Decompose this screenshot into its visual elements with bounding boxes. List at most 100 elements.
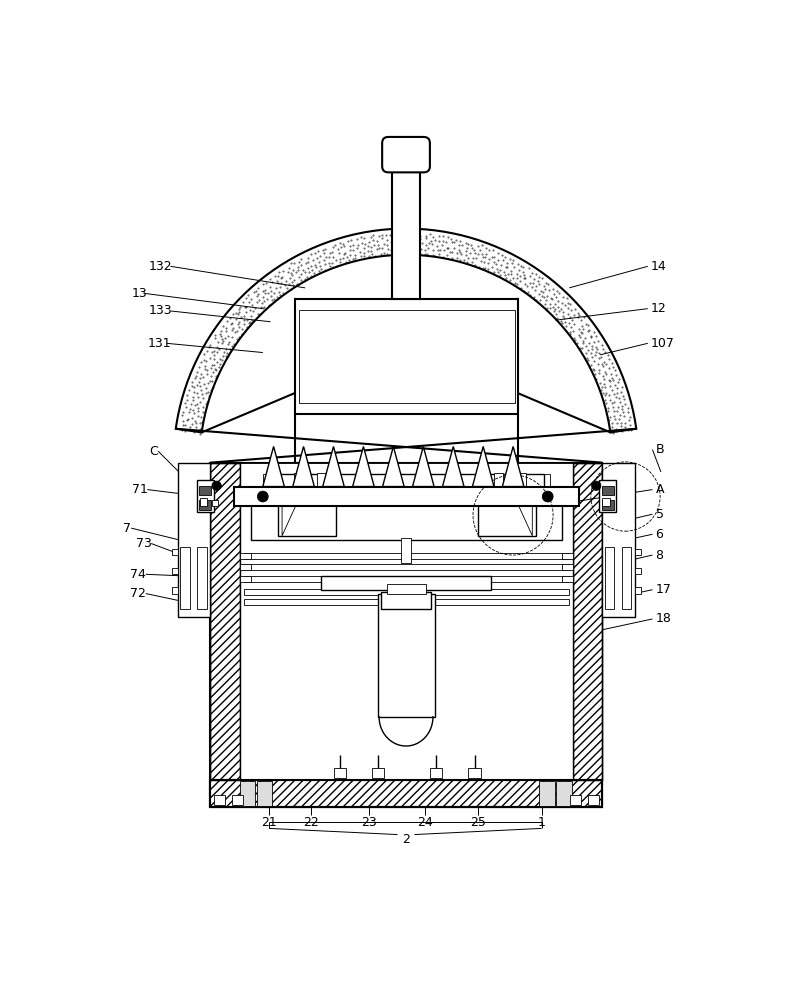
Bar xyxy=(243,589,569,595)
Bar xyxy=(478,490,536,536)
Bar xyxy=(243,576,569,582)
Text: 18: 18 xyxy=(656,612,672,625)
Text: 8: 8 xyxy=(656,549,664,562)
Bar xyxy=(212,500,218,506)
Circle shape xyxy=(592,481,601,490)
Bar xyxy=(570,795,580,805)
Text: C: C xyxy=(150,445,159,458)
Bar xyxy=(234,487,579,506)
Text: B: B xyxy=(656,443,664,456)
Bar xyxy=(401,538,411,563)
Bar xyxy=(210,780,603,807)
Text: 2: 2 xyxy=(402,833,410,846)
Text: 73: 73 xyxy=(136,537,151,550)
Bar xyxy=(561,553,573,559)
Bar xyxy=(172,568,178,574)
Bar xyxy=(239,564,251,570)
Text: 1: 1 xyxy=(538,816,546,829)
Circle shape xyxy=(258,491,268,502)
Circle shape xyxy=(212,481,221,490)
Bar xyxy=(293,473,303,490)
Bar xyxy=(197,480,213,512)
Polygon shape xyxy=(382,446,404,487)
Bar xyxy=(387,584,426,594)
Bar xyxy=(214,795,225,805)
Bar xyxy=(603,498,610,506)
Text: 25: 25 xyxy=(470,816,486,829)
Text: 13: 13 xyxy=(132,287,147,300)
Text: 71: 71 xyxy=(132,483,147,496)
Bar xyxy=(257,781,272,806)
Text: 107: 107 xyxy=(651,337,675,350)
Bar xyxy=(556,781,572,806)
Bar xyxy=(622,547,631,609)
Bar xyxy=(239,463,573,780)
Circle shape xyxy=(542,491,553,502)
Bar xyxy=(561,576,573,582)
Polygon shape xyxy=(473,446,494,487)
FancyBboxPatch shape xyxy=(382,137,430,172)
Text: 14: 14 xyxy=(651,260,667,273)
Bar xyxy=(377,594,435,717)
Bar xyxy=(603,463,634,617)
Bar xyxy=(243,553,569,559)
Polygon shape xyxy=(282,493,301,536)
Bar xyxy=(573,463,603,780)
Bar xyxy=(210,780,603,807)
Bar xyxy=(316,473,326,490)
Bar xyxy=(172,549,178,555)
Polygon shape xyxy=(293,446,314,487)
Bar xyxy=(334,768,346,778)
Polygon shape xyxy=(513,493,532,536)
Bar xyxy=(381,592,431,609)
Text: 23: 23 xyxy=(361,816,377,829)
Bar xyxy=(372,768,385,778)
Polygon shape xyxy=(323,446,344,487)
Text: 22: 22 xyxy=(304,816,320,829)
Bar xyxy=(197,547,207,609)
Polygon shape xyxy=(262,446,285,487)
Bar xyxy=(210,463,239,780)
Bar xyxy=(232,795,243,805)
Text: 131: 131 xyxy=(147,337,171,350)
Bar xyxy=(178,463,210,617)
Bar xyxy=(588,795,599,805)
Bar xyxy=(320,576,492,590)
Bar xyxy=(239,576,251,582)
Bar xyxy=(199,500,211,510)
Bar xyxy=(430,768,442,778)
Bar xyxy=(494,473,503,490)
Bar xyxy=(200,498,207,506)
Bar xyxy=(199,486,211,495)
Bar xyxy=(602,500,614,510)
Polygon shape xyxy=(502,446,524,487)
Bar xyxy=(299,310,515,403)
Text: 7: 7 xyxy=(123,522,131,535)
Bar xyxy=(634,568,641,574)
Text: 5: 5 xyxy=(656,508,664,521)
Bar xyxy=(262,474,550,490)
Bar xyxy=(251,490,561,540)
Bar xyxy=(573,463,603,780)
Text: 24: 24 xyxy=(416,816,432,829)
Bar xyxy=(389,151,423,166)
Polygon shape xyxy=(442,446,464,487)
Bar xyxy=(605,547,614,609)
Bar xyxy=(210,463,603,807)
Bar xyxy=(393,166,419,299)
Bar xyxy=(270,474,544,490)
Bar xyxy=(634,587,641,594)
Bar xyxy=(517,473,526,490)
Bar xyxy=(295,299,519,414)
Bar xyxy=(600,480,616,512)
Text: 17: 17 xyxy=(656,583,672,596)
Text: 74: 74 xyxy=(130,568,146,581)
Polygon shape xyxy=(412,446,434,487)
Text: 72: 72 xyxy=(130,587,146,600)
Bar xyxy=(539,781,554,806)
Text: 12: 12 xyxy=(651,302,667,315)
Bar xyxy=(602,486,614,495)
Polygon shape xyxy=(353,446,374,487)
Text: 21: 21 xyxy=(261,816,277,829)
Bar xyxy=(561,564,573,570)
